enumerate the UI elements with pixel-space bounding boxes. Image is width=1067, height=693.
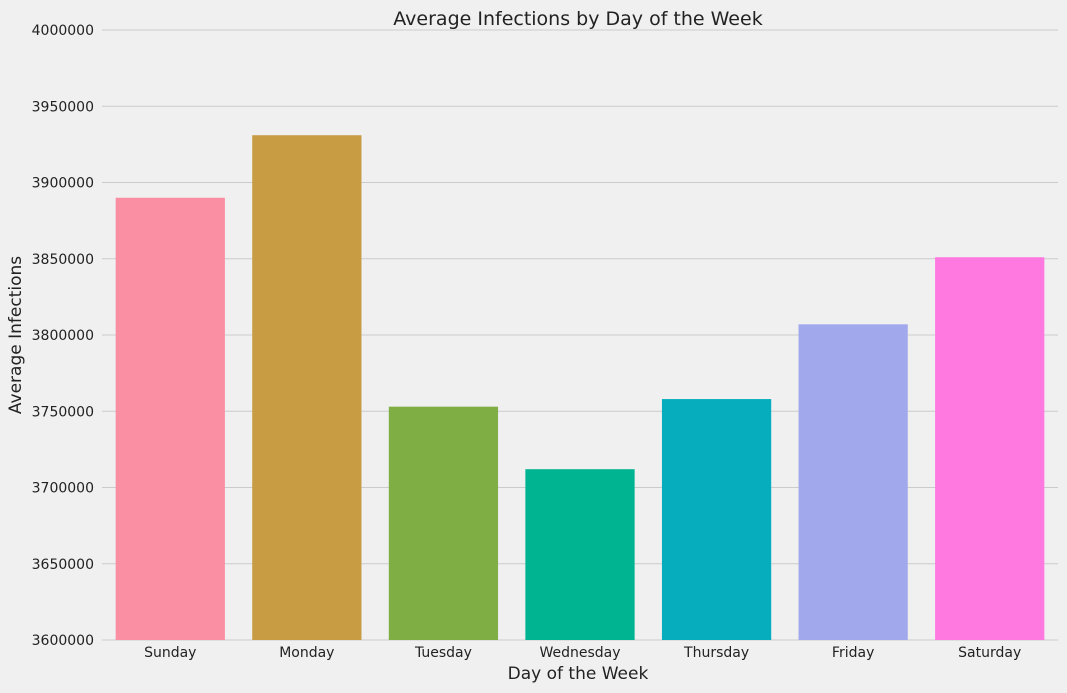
- y-tick-label: 3750000: [32, 404, 94, 420]
- bar-tuesday: [388, 406, 499, 640]
- y-tick-label: 3950000: [32, 99, 94, 115]
- y-axis-label: Average Infections: [6, 256, 26, 414]
- x-tick-label-monday: Monday: [279, 645, 334, 661]
- x-tick-label-sunday: Sunday: [144, 645, 196, 661]
- bar-saturday: [935, 257, 1045, 640]
- y-tick-label: 3700000: [32, 481, 94, 497]
- x-tick-label-saturday: Saturday: [958, 645, 1021, 661]
- bar-friday: [798, 324, 908, 640]
- x-axis-label: Day of the Week: [508, 664, 649, 684]
- bar-monday: [252, 135, 362, 640]
- bars: [115, 135, 1045, 640]
- x-tick-label-wednesday: Wednesday: [539, 645, 620, 661]
- chart-title: Average Infections by Day of the Week: [393, 8, 762, 30]
- y-tick-label: 3800000: [32, 328, 94, 344]
- bar-wednesday: [525, 469, 635, 640]
- y-tick-label: 3900000: [32, 176, 94, 192]
- x-tick-label-friday: Friday: [832, 645, 874, 661]
- y-tick-label: 4000000: [32, 23, 94, 39]
- x-tick-label-tuesday: Tuesday: [414, 645, 472, 661]
- x-tick-labels: Sunday Monday Tuesday Wednesday Thursday Frid…: [144, 645, 1021, 661]
- y-tick-label: 3650000: [32, 557, 94, 573]
- y-tick-label: 3850000: [32, 252, 94, 268]
- bar-sunday: [115, 197, 225, 640]
- y-tick-labels: 3600000 3650000 3700000 3750000 3800000 38500…: [32, 23, 94, 649]
- y-tick-label: 3600000: [32, 633, 94, 649]
- x-tick-label-thursday: Thursday: [683, 645, 749, 661]
- bar-thursday: [661, 399, 772, 640]
